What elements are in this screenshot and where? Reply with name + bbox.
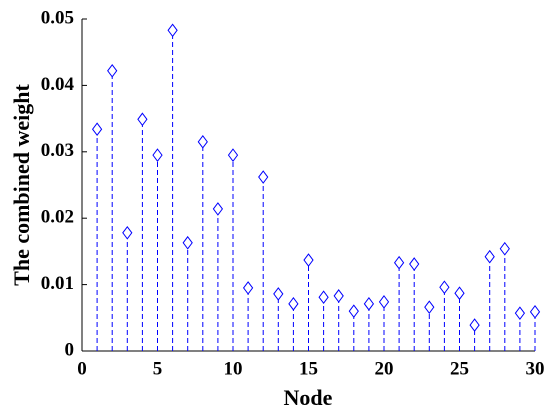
stem-marker	[303, 253, 314, 267]
stem-marker	[91, 122, 103, 137]
stem-marker	[288, 297, 299, 311]
y-tick-label: 0.05	[41, 7, 74, 28]
stem	[167, 23, 178, 351]
stem	[91, 122, 103, 351]
stem-marker	[363, 297, 375, 311]
stem-marker	[333, 289, 344, 303]
stem-marker	[484, 249, 495, 264]
stem-marker	[212, 202, 224, 216]
y-tick-label: 0.01	[41, 273, 74, 294]
stem-marker	[469, 318, 480, 332]
x-tick-label: 10	[224, 358, 243, 379]
stem-marker	[318, 290, 329, 305]
stem-marker	[348, 304, 359, 318]
stem-marker	[167, 23, 178, 38]
stem-marker	[242, 281, 254, 295]
stem	[529, 304, 541, 351]
stem-marker	[197, 135, 208, 149]
stem-marker	[514, 306, 526, 320]
stem	[439, 280, 450, 351]
stem	[273, 287, 284, 351]
stem-marker	[273, 287, 284, 301]
stem-marker	[122, 225, 133, 240]
x-tick-label: 5	[153, 358, 163, 379]
stem	[152, 148, 163, 351]
stem	[514, 306, 526, 351]
stem-marker	[137, 112, 148, 127]
x-axis-label: Node	[284, 385, 333, 410]
stem-marker	[439, 280, 450, 295]
y-tick-label: 0.02	[41, 207, 74, 228]
stem	[258, 170, 269, 351]
stem-marker	[378, 295, 390, 309]
stem-marker	[409, 257, 420, 271]
stem	[348, 304, 359, 351]
stem	[288, 297, 299, 351]
y-tick-label: 0.04	[41, 74, 75, 95]
x-tick-label: 15	[299, 358, 318, 379]
stem-marker	[529, 304, 541, 319]
y-axis-label: The combined weight	[9, 83, 34, 285]
stem-marker	[182, 235, 193, 250]
stem-marker	[393, 255, 405, 270]
stem	[182, 235, 193, 351]
x-tick-label: 25	[450, 358, 469, 379]
stem	[333, 289, 344, 351]
stem-marker	[107, 63, 118, 78]
stem	[107, 63, 118, 351]
stem	[424, 300, 435, 351]
stem	[137, 112, 148, 351]
stem-marker	[258, 170, 269, 184]
stem-marker	[152, 148, 163, 162]
stem	[469, 318, 480, 351]
stem	[454, 286, 465, 351]
stem-marker	[227, 148, 239, 162]
stem	[409, 257, 420, 351]
stem	[378, 295, 390, 351]
stem	[318, 290, 329, 351]
y-tick-label: 0	[65, 339, 75, 360]
stem-marker	[424, 300, 435, 315]
stem	[499, 241, 510, 351]
stem	[484, 249, 495, 351]
stem	[242, 281, 254, 351]
x-tick-label: 20	[375, 358, 394, 379]
y-tick-label: 0.03	[41, 140, 74, 161]
stem	[197, 135, 208, 351]
x-tick-label: 30	[526, 358, 545, 379]
stem	[393, 255, 405, 351]
stem-marker	[454, 286, 465, 301]
stem	[227, 148, 239, 351]
stem	[122, 225, 133, 351]
stem-marker	[499, 241, 510, 256]
x-tick-label: 0	[77, 358, 87, 379]
stem	[363, 297, 375, 351]
stem	[212, 202, 224, 351]
stem	[303, 253, 314, 351]
